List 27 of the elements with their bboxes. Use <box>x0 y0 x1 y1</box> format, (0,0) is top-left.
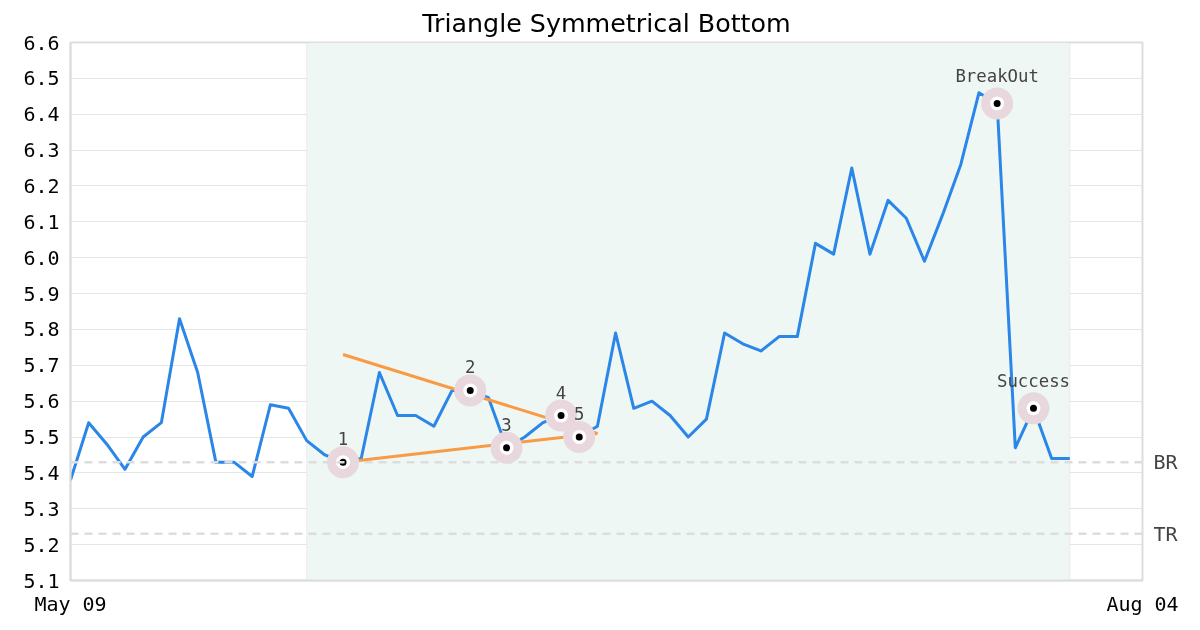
y-tick-label: 6.3 <box>23 138 60 163</box>
y-tick-label: 6.5 <box>23 66 60 91</box>
y-tick-label: 5.7 <box>23 353 60 378</box>
y-tick-label: 5.6 <box>23 389 60 414</box>
y-tick-label: 6.1 <box>23 209 60 234</box>
y-tick-label: 5.9 <box>23 281 60 306</box>
y-tick-label: 5.4 <box>23 460 60 485</box>
series-label: 3 <box>501 414 512 435</box>
x-tick-label: May 09 <box>34 591 107 616</box>
series-label: BreakOut <box>955 66 1039 87</box>
y-tick-label: 6.4 <box>23 102 60 127</box>
series-label: 5 <box>574 404 585 425</box>
chart-title: Triangle Symmetrical Bottom <box>421 7 791 38</box>
y-tick-label: 6.0 <box>23 245 60 270</box>
y-tick-label: 5.5 <box>23 425 60 450</box>
y-tick-label: 6.6 <box>23 30 60 55</box>
ref-line-label: BR <box>1153 450 1179 475</box>
y-tick-label: 5.2 <box>23 532 60 557</box>
y-tick-label: 5.1 <box>23 568 60 593</box>
series-label: 4 <box>555 382 567 403</box>
series-label: 1 <box>337 429 349 450</box>
y-tick-label: 6.2 <box>23 173 60 198</box>
y-tick-label: 5.3 <box>23 496 60 521</box>
series-label: 2 <box>465 357 476 378</box>
y-tick-label: 5.8 <box>23 317 60 342</box>
x-tick-label: Aug 04 <box>1106 591 1179 616</box>
ref-line-label: TR <box>1153 521 1179 546</box>
